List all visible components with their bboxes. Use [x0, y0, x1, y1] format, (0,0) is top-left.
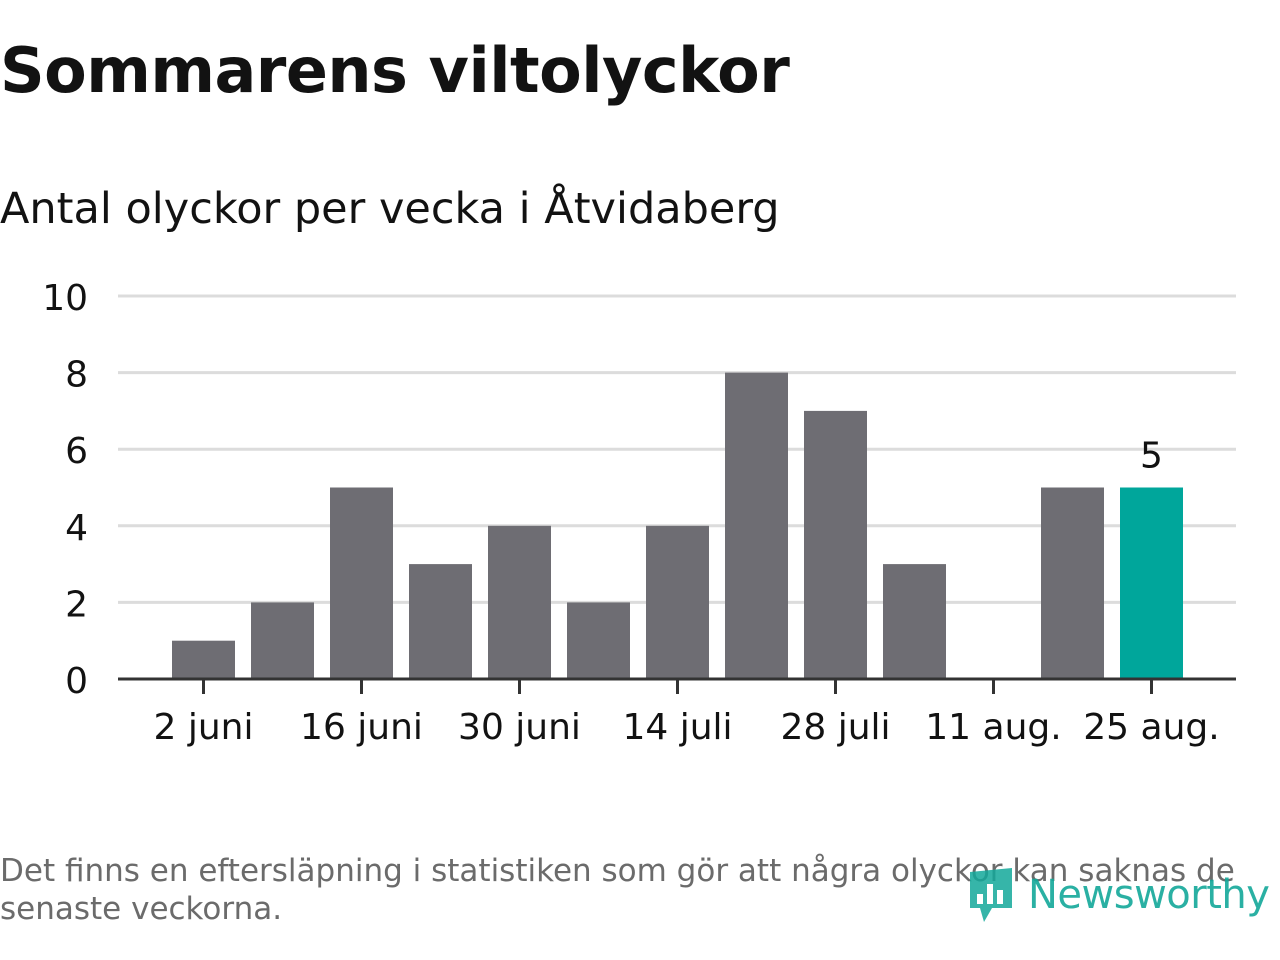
x-axis: 2 juni 16 juni 30 juni 14 juli 28 juli 11 aug…	[118, 677, 1236, 748]
newsworthy-logo-icon	[970, 868, 1012, 922]
bar	[1041, 487, 1104, 679]
bar	[883, 564, 946, 679]
y-axis-ticks: 0 2 4 6 8 10	[42, 278, 88, 702]
x-tick-label: 11 aug.	[925, 707, 1061, 748]
bar	[172, 640, 235, 679]
bar	[567, 602, 630, 679]
chart-title: Sommarens viltolyckor	[0, 34, 790, 107]
bar	[488, 525, 551, 679]
x-tick-label: 2 juni	[154, 707, 254, 748]
x-tick-label: 30 juni	[458, 707, 581, 748]
y-tick-label: 2	[65, 584, 88, 625]
bar-highlight	[1120, 487, 1183, 679]
x-tick-label: 28 juli	[780, 707, 890, 748]
bar	[725, 372, 788, 679]
y-tick-label: 6	[65, 431, 88, 472]
bar	[646, 525, 709, 679]
data-label: 5	[1140, 436, 1163, 477]
bars	[172, 372, 1183, 679]
y-tick-label: 4	[65, 508, 88, 549]
bar	[804, 410, 867, 679]
y-tick-label: 10	[42, 278, 88, 319]
x-tick-label: 25 aug.	[1083, 707, 1219, 748]
bar	[330, 487, 393, 679]
newsworthy-logo: Newsworthy	[966, 866, 1270, 924]
y-tick-label: 8	[65, 355, 88, 396]
chart-subtitle: Antal olyckor per vecka i Åtvidaberg	[0, 184, 780, 234]
bar	[251, 602, 314, 679]
x-tick-label: 16 juni	[300, 707, 423, 748]
x-tick-label: 14 juli	[622, 707, 732, 748]
bar	[409, 564, 472, 679]
y-tick-label: 0	[65, 661, 88, 702]
logo-text: Newsworthy	[1028, 872, 1270, 918]
footnote: Det finns en eftersläpning i statistiken…	[0, 853, 1235, 927]
data-labels: 5	[1140, 436, 1163, 477]
